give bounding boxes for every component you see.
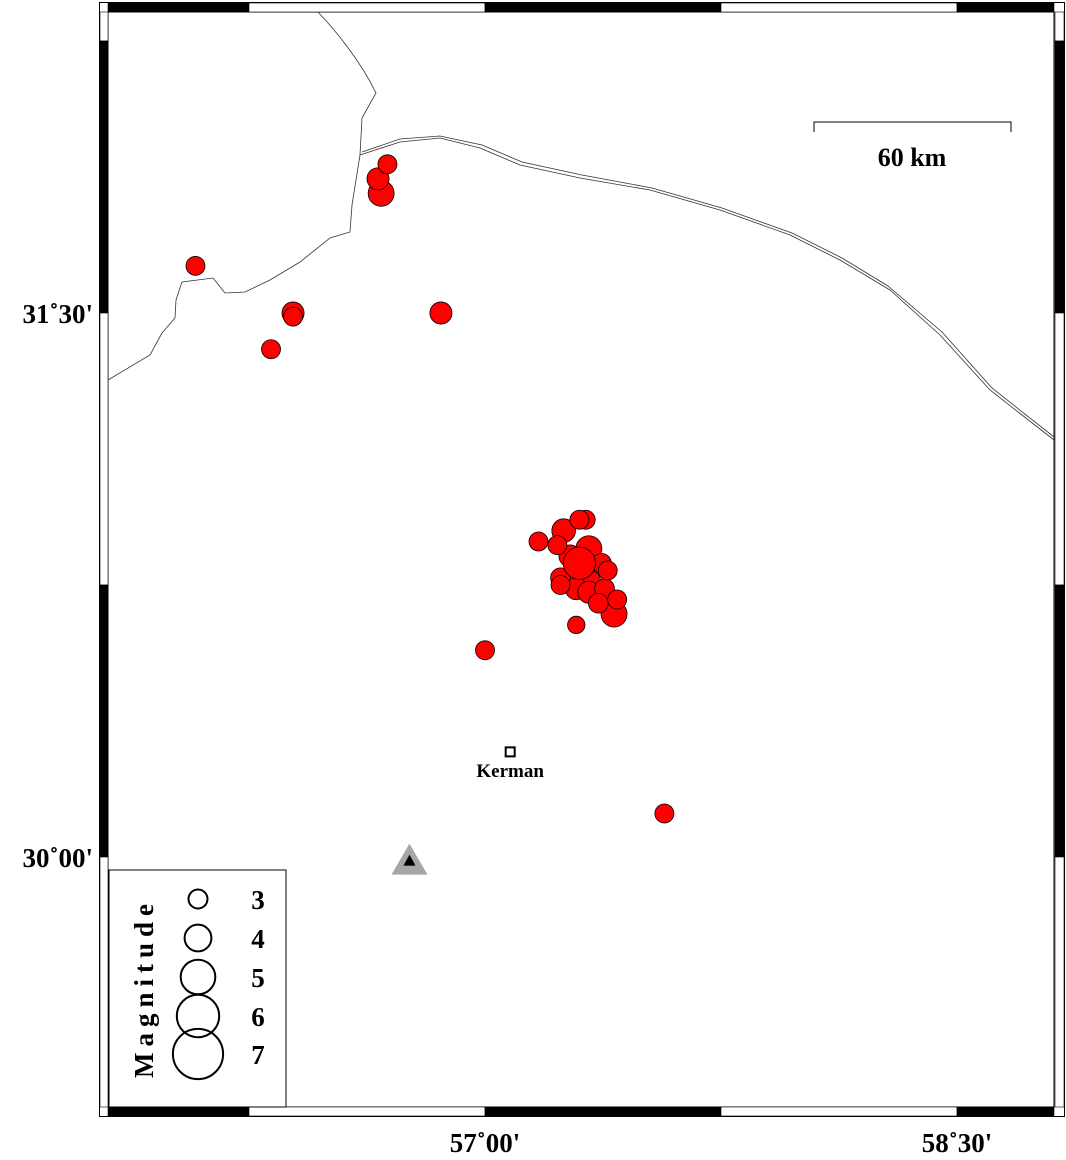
boundary-line [359,137,1055,441]
frame-bar-segment [99,856,109,1108]
frame-bar-segment [248,2,486,13]
frame-bar-segment [107,1106,250,1117]
map-outer-frame [99,2,1065,1117]
earthquake-event [377,154,398,175]
frame-bar-segment [1054,856,1065,1108]
legend-label: 5 [251,963,265,993]
frame-bar-segment [99,11,109,42]
legend-circle [183,923,213,953]
frame-bar-segment [99,584,109,858]
earthquake-event [528,531,549,552]
legend-box [108,869,287,1108]
frame-bar-segment [720,2,958,13]
earthquake-event [547,535,568,556]
legend-circle [171,1027,225,1081]
city-kerman: Kerman [476,746,544,782]
legend-label: 7 [251,1040,265,1070]
scale-bar: 60 km [813,121,1012,172]
frame-bar-segment [1054,11,1065,42]
scale-bar-label: 60 km [878,143,947,172]
station-triangle [391,843,428,875]
earthquake-event [607,589,628,610]
x-tick-label: 57˚00' [450,1128,521,1155]
earthquake-events [185,154,675,824]
legend-circle [175,993,221,1039]
legend-circle [187,888,209,910]
legend-label: 6 [251,1002,265,1032]
boundary-lines [107,11,1055,441]
earthquake-event [475,640,495,661]
frame-bar-segment [1054,584,1065,858]
earthquake-event [597,560,618,581]
frame-bar-segment [248,1106,486,1117]
scale-bar-line [813,121,1012,132]
boundary-line [361,135,1055,438]
y-tick-label: 30˚00' [23,843,94,873]
legend-label: 4 [251,924,265,954]
earthquake-event [654,803,675,824]
frame-bar-segment [107,2,250,13]
square-marker-icon [504,746,516,758]
frame-bar-segment [99,312,109,586]
magnitude-legend: Magnitude 3 4 5 6 7 [108,869,287,1108]
earthquake-event [588,592,609,614]
earthquake-event [562,546,596,580]
legend-label: 3 [251,885,265,915]
frame-bar-segment [1054,40,1065,314]
frame-bar-segment [484,1106,722,1117]
triangle-inner-icon [403,854,416,866]
frame-bar-segment [956,2,1055,13]
city-label: Kerman [476,761,544,782]
frame-bar-segment [484,2,722,13]
frame-bar-segment [99,40,109,314]
x-tick-label: 58˚30' [922,1128,993,1155]
earthquake-event [550,575,571,595]
boundary-line [107,11,377,381]
earthquake-event [429,301,453,325]
y-tick-label: 31˚30' [23,299,94,329]
earthquake-event [185,255,206,276]
legend-title: Magnitude [129,898,159,1078]
earthquake-event [567,615,586,635]
earthquake-event [283,306,303,327]
frame-graduation-bars [99,2,1065,1117]
earthquake-event [569,509,590,530]
frame-bar-segment [720,1106,958,1117]
frame-bar-segment [956,1106,1055,1117]
frame-bar-segment [1054,312,1065,586]
earthquake-event [261,339,281,360]
